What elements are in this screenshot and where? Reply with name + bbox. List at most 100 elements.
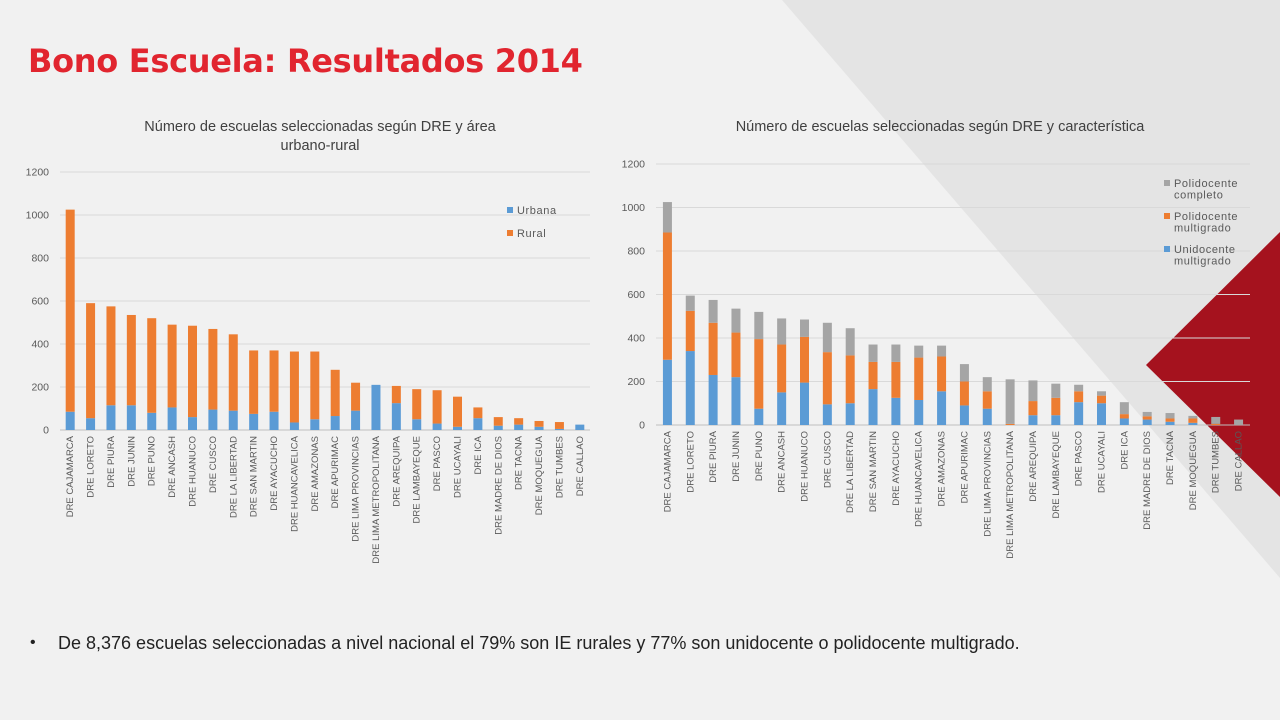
chart1-legend-label: Urbana [517,205,557,217]
chart1-bar-urbana-dre-ucayali [453,426,462,430]
chart1-bar-rural-dre-tacna [514,418,524,425]
chart2-bar-polidocente-multigrado-dre-arequipa [1028,401,1038,416]
chart1-ytick-label: 1200 [26,167,50,179]
chart2-bar-polidocente-completo-dre-ancash [777,318,787,345]
chart2-xtick-label: DRE LIMA METROPOLITANA [1005,430,1016,558]
chart2-bar-polidocente-multigrado-dre-ayacucho [891,361,901,398]
chart2-bar-polidocente-completo-dre-madre-de-dios [1142,411,1152,417]
chart1-bar-urbana-dre-pasco [432,423,442,430]
chart2-bar-polidocente-completo-dre-amazonas [937,345,947,357]
chart1-xtick-label: DRE MADRE DE DIOS [493,436,504,535]
chart2-bar-polidocente-completo-dre-lima-provincias [982,377,992,392]
chart1-ytick-label: 1000 [26,210,50,222]
chart1-bar-urbana-dre-moquegua [534,426,544,430]
chart2-bar-polidocente-completo-dre-arequipa [1028,380,1038,402]
chart1-bar-urbana-dre-loreto [86,418,96,430]
chart1-xtick-label: DRE HUANCAVELICA [289,435,300,532]
chart2-xtick-label: DRE PASCO [1074,431,1085,486]
chart2-xtick-label: DRE JUNIN [731,431,742,482]
chart2-xtick-label: DRE PUNO [754,431,765,481]
chart2-bar-polidocente-completo-dre-ayacucho [891,344,901,362]
bullet-dot-icon: • [30,634,36,651]
chart1-bar-rural-dre-ucayali [453,396,462,427]
chart2-ytick-label: 400 [627,333,645,345]
page-title: Bono Escuela: Resultados 2014 [28,42,583,80]
chart2-xtick-label: DRE ANCASH [777,431,788,493]
chart2-legend-swatch-unidocente-multigrado [1164,246,1170,252]
chart1-bar-urbana-dre-tumbes [554,428,564,430]
background-light-triangle [782,0,1280,578]
chart2-bar-polidocente-multigrado-dre-ancash [777,344,787,393]
chart2-bar-polidocente-multigrado-dre-huancavelica [914,357,924,400]
chart2-bar-unidocente-multigrado-dre-arequipa [1028,415,1038,425]
chart1-bar-rural-dre-ayacucho [269,350,279,412]
chart1-bar-urbana-dre-amazonas [310,419,320,430]
chart2-bar-unidocente-multigrado-dre-tacna [1165,421,1175,425]
chart2-bar-polidocente-multigrado-dre-huanuco [800,336,809,383]
chart1-bar-rural-dre-arequipa [391,385,401,404]
chart2-xtick-label: DRE AMAZONAS [937,431,948,507]
chart1-bar-urbana-dre-apurimac [330,416,340,430]
chart1-bar-urbana-dre-tacna [514,424,524,430]
chart1-xtick-label: DRE AMAZONAS [310,436,321,512]
chart1-bar-urbana-dre-junin [126,405,136,430]
chart2-legend-label: multigrado [1174,223,1231,235]
chart2-bar-unidocente-multigrado-dre-madre-de-dios [1142,419,1152,425]
chart1-ytick-label: 400 [31,339,49,351]
chart1-bar-rural-dre-pasco [432,390,442,424]
chart2-bar-polidocente-multigrado-dre-lima-metropolitana [1005,423,1015,425]
chart2-bar-unidocente-multigrado-dre-apurimac [959,405,969,425]
chart2-legend-swatch-polidocente-multigrado [1164,213,1170,219]
chart2-bar-unidocente-multigrado-dre-lambayeque [1051,415,1061,425]
background-red-triangle [1146,232,1280,497]
chart1-xtick-label: DRE JUNIN [126,436,137,487]
chart2-bar-polidocente-completo-dre-loreto [685,295,695,311]
chart1-bar-urbana-dre-puno [147,412,157,430]
chart2-bar-unidocente-multigrado-dre-amazonas [937,391,947,425]
chart2-bar-unidocente-multigrado-dre-cajamarca [662,359,672,425]
chart2-bar-unidocente-multigrado-dre-san-martin [868,389,878,425]
chart2-bar-unidocente-multigrado-dre-ucayali [1097,403,1106,425]
chart1-bar-urbana-dre-lambayeque [412,419,422,430]
chart1-xtick-label: DRE LORETO [86,436,97,498]
chart2-bar-unidocente-multigrado-dre-pasco [1074,402,1084,425]
chart2-bar-polidocente-completo-dre-apurimac [959,364,969,382]
chart2-bar-polidocente-multigrado-dre-loreto [685,310,695,352]
chart1-bar-rural-dre-puno [147,318,157,413]
chart2-xtick-label: DRE PIURA [708,430,719,482]
chart2-bar-polidocente-completo-dre-callao [1234,419,1244,425]
chart2-bar-polidocente-multigrado-dre-tumbes [1211,423,1221,425]
chart1-bar-rural-dre-madre-de-dios [493,417,503,426]
chart2-bar-polidocente-completo-dre-huanuco [800,319,809,337]
chart2-bar-polidocente-completo-dre-junin [731,308,741,333]
chart1-bar-rural-dre-moquegua [534,420,544,427]
chart1-bar-urbana-dre-ancash [167,407,177,430]
chart1-xtick-label: DRE LIMA METROPOLITANA [371,435,382,563]
chart2-xtick-label: DRE HUANUCO [800,431,811,502]
chart2-bar-polidocente-multigrado-dre-tacna [1165,418,1175,422]
chart2-bar-polidocente-multigrado-dre-cusco [822,352,832,405]
chart2-bar-polidocente-multigrado-dre-cajamarca [662,232,672,360]
chart2-bar-unidocente-multigrado-dre-loreto [685,351,695,425]
chart1-ytick-label: 600 [31,296,49,308]
chart1-bar-rural-dre-apurimac [330,369,340,417]
chart1-bar-rural-dre-amazonas [310,351,320,420]
chart1-ytick-label: 0 [43,425,49,437]
chart1-bar-urbana-dre-huanuco [188,417,197,430]
chart2-xtick-label: DRE TACNA [1165,430,1176,485]
chart1-bar-urbana-dre-cajamarca [65,411,75,430]
chart2-bar-unidocente-multigrado-dre-ancash [777,392,787,425]
chart1-xtick-label: DRE SAN MARTIN [249,436,260,517]
chart1-bar-rural-dre-cajamarca [65,209,75,412]
chart2-legend-label: multigrado [1174,256,1231,268]
chart1-bar-rural-dre-loreto [86,303,96,419]
chart2-legend-label: Unidocente [1174,244,1236,256]
chart1-bar-urbana-dre-madre-de-dios [493,425,503,430]
chart2-bar-unidocente-multigrado-dre-cusco [822,404,832,425]
chart1-xtick-label: DRE LAMBAYEQUE [412,436,423,523]
chart2-xtick-label: DRE CALLAO [1234,431,1245,491]
chart1-bar-urbana-dre-san-martin [249,413,259,430]
chart2-legend-label: completo [1174,190,1223,202]
